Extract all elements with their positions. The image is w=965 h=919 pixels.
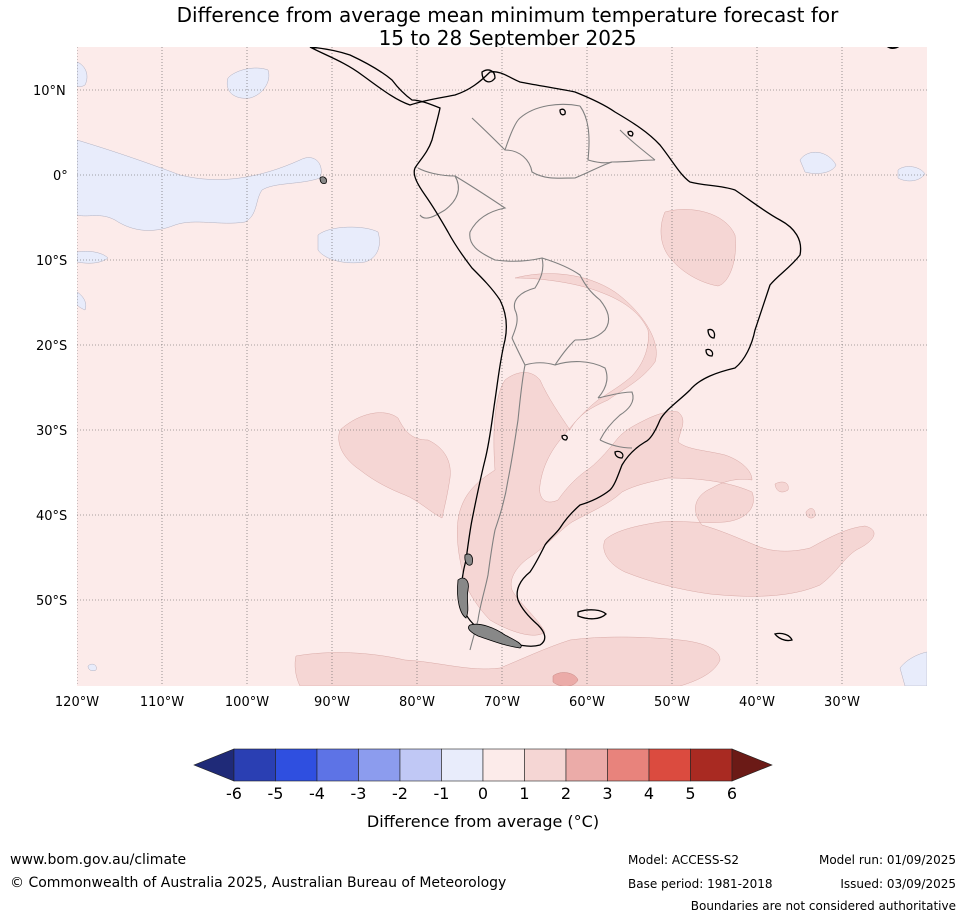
lat-label-10s: 10°S (36, 254, 67, 269)
lon-label-50w: 50°W (654, 695, 690, 710)
lon-label-90w: 90°W (314, 695, 350, 710)
lat-label-30s: 30°S (36, 424, 67, 439)
footer-boundaries: Boundaries are not considered authoritat… (690, 899, 956, 913)
lat-label-40s: 40°S (36, 509, 67, 524)
colorbar-bin (399, 748, 442, 782)
lon-label-110w: 110°W (140, 695, 184, 710)
chile-archipelago (319, 176, 522, 649)
lon-label-120w: 120°W (55, 695, 99, 710)
colorbar-bin (358, 748, 401, 782)
footer-copyright: © Commonwealth of Australia 2025, Austra… (10, 875, 507, 891)
chart-title: Difference from average mean minimum tem… (0, 4, 965, 50)
cool-anomaly-regions (77, 61, 927, 686)
lon-label-70w: 70°W (484, 695, 520, 710)
colorbar-bin (607, 748, 650, 782)
footer-model: Model: ACCESS-S2 (628, 853, 740, 867)
colorbar-bin (648, 748, 691, 782)
colorbar-bin (690, 748, 733, 782)
colorbar-tick-label: 5 (685, 784, 695, 803)
colorbar-tick-label: -1 (434, 784, 450, 803)
colorbar-tick-label: -4 (309, 784, 325, 803)
colorbar-tick-label: 6 (727, 784, 737, 803)
title-line-2: 15 to 28 September 2025 (378, 26, 637, 50)
footer-issued: Issued: 03/09/2025 (840, 877, 956, 891)
colorbar-bin (565, 748, 608, 782)
colorbar-bin (441, 748, 484, 782)
colorbar-tick-label: 1 (519, 784, 529, 803)
country-borders (417, 103, 656, 651)
footer-model-run: Model run: 01/09/2025 (818, 853, 956, 867)
lon-label-40w: 40°W (739, 695, 775, 710)
lon-label-30w: 30°W (824, 695, 860, 710)
footer-website[interactable]: www.bom.gov.au/climate (10, 852, 187, 868)
colorbar-tick-label: 2 (561, 784, 571, 803)
warm-anomaly-strong (552, 672, 579, 686)
colorbar-tick-label: 4 (644, 784, 654, 803)
colorbar-tick-label: 0 (478, 784, 488, 803)
colorbar-tick-label: 3 (602, 784, 612, 803)
lon-label-100w: 100°W (225, 695, 269, 710)
colorbar: -6 -5 -4 -3 -2 -1 0 1 2 3 4 5 6 (193, 748, 773, 803)
lat-label-10n: 10°N (33, 84, 66, 99)
colorbar-tick-label: -2 (392, 784, 408, 803)
lat-label-20s: 20°S (36, 339, 67, 354)
colorbar-extension-high (731, 748, 773, 782)
lon-label-80w: 80°W (399, 695, 435, 710)
map-area (77, 47, 927, 686)
colorbar-tick-label: -3 (351, 784, 367, 803)
colorbar-bin (233, 748, 276, 782)
graticule (77, 47, 927, 686)
colorbar-bin (524, 748, 567, 782)
colorbar-bin (275, 748, 318, 782)
colorbar-label: Difference from average (°C) (367, 812, 599, 831)
warm-anomaly-regions (294, 209, 875, 686)
title-line-1: Difference from average mean minimum tem… (176, 3, 839, 27)
colorbar-extension-low (193, 748, 235, 782)
lon-label-60w: 60°W (569, 695, 605, 710)
footer-base-period: Base period: 1981-2018 (628, 877, 773, 891)
lat-label-0: 0° (53, 169, 68, 184)
colorbar-bin (482, 748, 525, 782)
lat-label-50s: 50°S (36, 594, 67, 609)
colorbar-tick-label: -5 (268, 784, 284, 803)
colorbar-bin (316, 748, 359, 782)
coastlines (309, 47, 900, 647)
colorbar-tick-label: -6 (226, 784, 242, 803)
